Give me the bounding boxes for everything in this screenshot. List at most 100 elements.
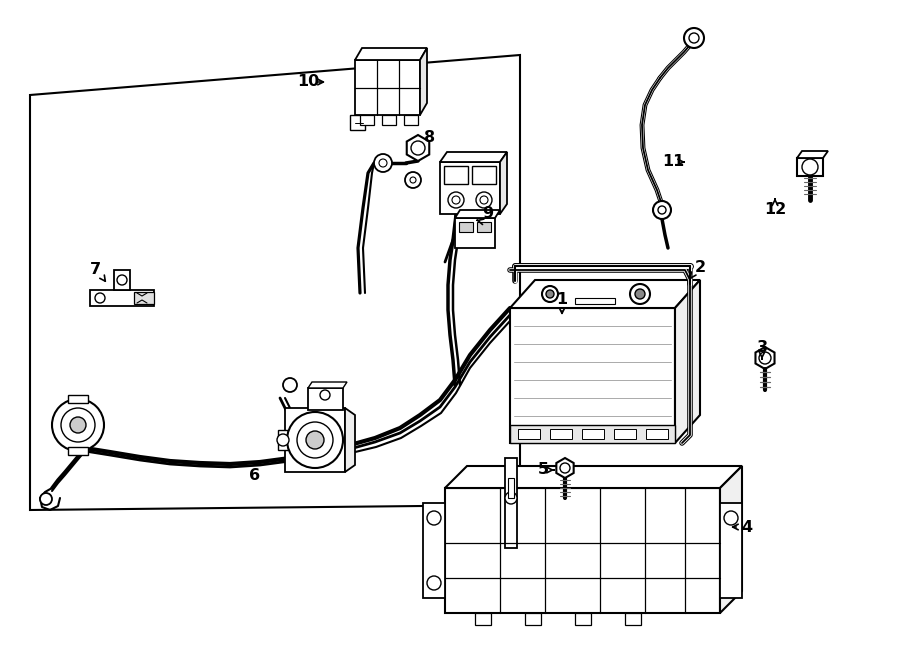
Circle shape xyxy=(70,417,86,433)
Bar xyxy=(360,115,374,125)
Bar xyxy=(518,429,540,439)
Bar xyxy=(278,430,288,450)
Circle shape xyxy=(658,206,666,214)
Circle shape xyxy=(542,286,558,302)
Bar xyxy=(68,395,88,403)
Circle shape xyxy=(476,192,492,208)
Polygon shape xyxy=(455,210,500,218)
Circle shape xyxy=(480,196,488,204)
Circle shape xyxy=(448,192,464,208)
Bar xyxy=(475,613,491,625)
Polygon shape xyxy=(355,60,420,115)
Bar xyxy=(550,429,572,439)
Circle shape xyxy=(297,422,333,458)
Circle shape xyxy=(546,290,554,298)
Circle shape xyxy=(684,28,704,48)
Circle shape xyxy=(505,492,517,504)
Circle shape xyxy=(405,172,421,188)
Text: 11: 11 xyxy=(662,155,684,169)
Bar xyxy=(472,166,496,184)
Circle shape xyxy=(410,177,416,183)
Text: 6: 6 xyxy=(249,469,261,483)
Text: 2: 2 xyxy=(695,260,706,276)
Text: 1: 1 xyxy=(556,293,568,307)
Bar xyxy=(797,158,823,176)
Polygon shape xyxy=(720,503,742,598)
Circle shape xyxy=(689,33,699,43)
Circle shape xyxy=(427,576,441,590)
Text: 8: 8 xyxy=(425,130,436,145)
Circle shape xyxy=(560,463,570,473)
Polygon shape xyxy=(114,270,130,290)
Polygon shape xyxy=(755,347,775,369)
Circle shape xyxy=(139,293,149,303)
Polygon shape xyxy=(420,48,427,115)
Circle shape xyxy=(802,159,818,175)
Polygon shape xyxy=(720,466,742,613)
Circle shape xyxy=(40,493,52,505)
Polygon shape xyxy=(500,152,507,214)
Bar xyxy=(575,298,615,304)
Circle shape xyxy=(117,275,127,285)
Bar xyxy=(614,429,636,439)
Polygon shape xyxy=(510,308,675,443)
Text: 9: 9 xyxy=(482,206,493,221)
Circle shape xyxy=(411,141,425,155)
Bar xyxy=(444,166,468,184)
Polygon shape xyxy=(30,55,520,510)
Circle shape xyxy=(277,434,289,446)
Circle shape xyxy=(61,408,95,442)
Bar xyxy=(477,222,491,232)
Polygon shape xyxy=(285,408,345,472)
Bar xyxy=(505,458,517,548)
Circle shape xyxy=(427,511,441,525)
Polygon shape xyxy=(355,48,427,60)
Polygon shape xyxy=(440,152,507,162)
Text: 5: 5 xyxy=(537,463,549,477)
Polygon shape xyxy=(510,280,700,308)
Circle shape xyxy=(653,201,671,219)
Circle shape xyxy=(95,293,105,303)
Circle shape xyxy=(379,159,387,167)
Circle shape xyxy=(759,352,771,364)
Bar xyxy=(382,115,396,125)
Circle shape xyxy=(287,412,343,468)
Polygon shape xyxy=(675,280,700,443)
Bar xyxy=(525,613,541,625)
Circle shape xyxy=(635,289,645,299)
Bar xyxy=(646,429,668,439)
Bar xyxy=(575,613,591,625)
Polygon shape xyxy=(407,135,429,161)
Circle shape xyxy=(52,399,104,451)
Bar xyxy=(508,478,514,498)
Polygon shape xyxy=(90,290,154,306)
Text: 3: 3 xyxy=(756,340,768,356)
Text: 7: 7 xyxy=(89,262,101,278)
Text: 4: 4 xyxy=(742,520,752,535)
Polygon shape xyxy=(440,162,500,214)
Polygon shape xyxy=(134,292,154,304)
Circle shape xyxy=(320,390,330,400)
Text: 10: 10 xyxy=(297,75,320,89)
Circle shape xyxy=(283,378,297,392)
Text: 12: 12 xyxy=(764,202,786,217)
Bar xyxy=(510,425,675,443)
Polygon shape xyxy=(423,503,445,598)
Circle shape xyxy=(306,431,324,449)
Bar xyxy=(404,115,418,125)
Bar xyxy=(625,613,641,625)
Circle shape xyxy=(452,196,460,204)
Polygon shape xyxy=(308,382,347,388)
Circle shape xyxy=(374,154,392,172)
Bar xyxy=(459,222,473,232)
Polygon shape xyxy=(556,458,573,478)
Bar xyxy=(308,388,343,410)
Bar xyxy=(68,447,88,455)
Polygon shape xyxy=(797,151,828,158)
Polygon shape xyxy=(345,408,355,472)
Circle shape xyxy=(630,284,650,304)
Polygon shape xyxy=(445,488,720,613)
Polygon shape xyxy=(350,115,365,130)
Polygon shape xyxy=(445,466,742,488)
Polygon shape xyxy=(455,218,495,248)
